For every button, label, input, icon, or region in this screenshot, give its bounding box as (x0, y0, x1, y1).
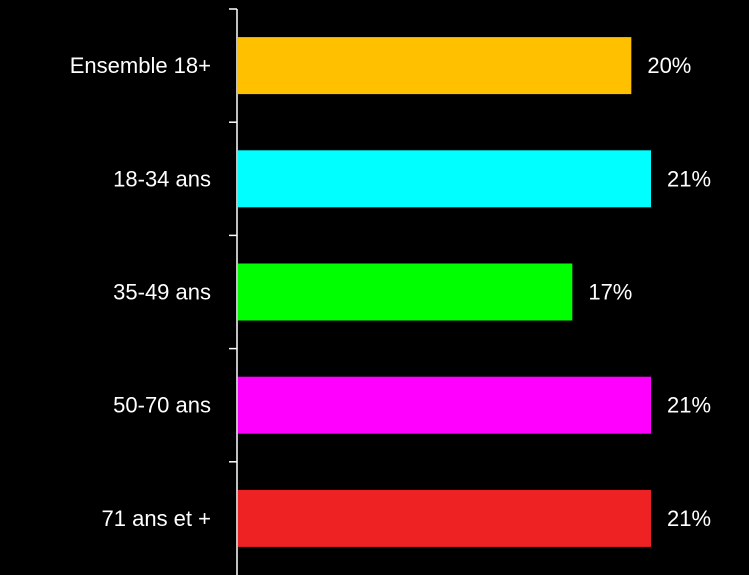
category-axis (229, 8, 238, 575)
category-label: 18-34 ans (113, 166, 211, 191)
category-label: Ensemble 18+ (70, 53, 211, 78)
bar (238, 376, 651, 434)
data-label: 20% (647, 53, 691, 78)
data-label: 21% (667, 506, 711, 531)
bar (238, 489, 651, 547)
bar (238, 150, 651, 208)
bars (238, 37, 651, 547)
labels: Ensemble 18+ 20% 18-34 ans 21% 35-49 ans 17% 5… (70, 53, 711, 531)
bar (238, 37, 632, 95)
data-label: 21% (667, 393, 711, 418)
category-label: 71 ans et + (102, 506, 211, 531)
category-label: 35-49 ans (113, 280, 211, 305)
data-label: 17% (588, 280, 632, 305)
bar (238, 263, 573, 321)
data-label: 21% (667, 166, 711, 191)
category-label: 50-70 ans (113, 393, 211, 418)
